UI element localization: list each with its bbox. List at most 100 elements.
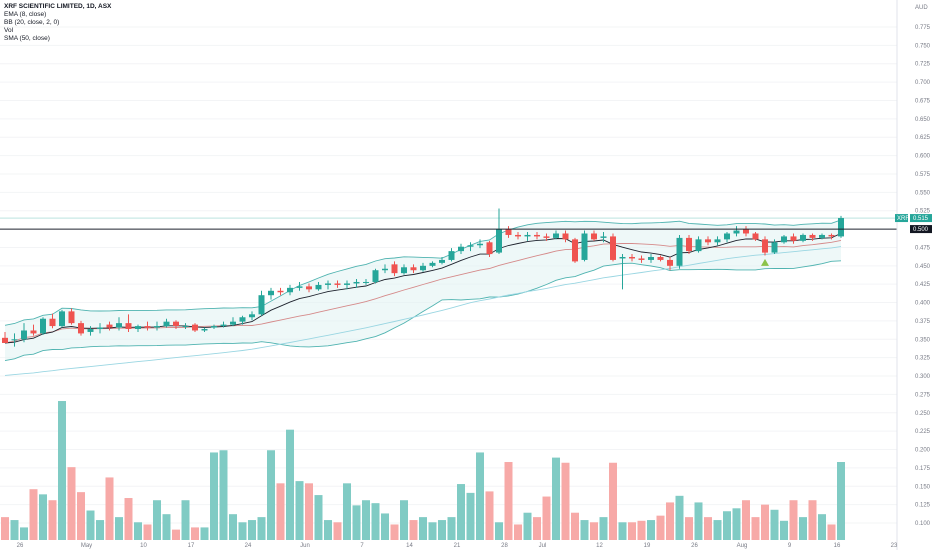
candle[interactable] bbox=[515, 232, 521, 240]
candle[interactable] bbox=[629, 254, 635, 262]
candle[interactable] bbox=[401, 264, 407, 275]
candle-body[interactable] bbox=[68, 311, 75, 324]
candle[interactable] bbox=[743, 226, 749, 237]
candle-body[interactable] bbox=[125, 323, 132, 330]
candle[interactable] bbox=[838, 215, 844, 238]
candle-body[interactable] bbox=[819, 234, 825, 238]
candle-body[interactable] bbox=[239, 317, 246, 322]
candle-body[interactable] bbox=[144, 326, 151, 328]
candle[interactable] bbox=[325, 280, 331, 290]
candle[interactable] bbox=[344, 280, 350, 290]
candle[interactable] bbox=[230, 317, 236, 327]
candle-body[interactable] bbox=[230, 321, 236, 325]
candle[interactable] bbox=[249, 311, 255, 321]
candle[interactable] bbox=[762, 236, 768, 256]
candle[interactable] bbox=[268, 287, 274, 300]
candle-body[interactable] bbox=[515, 234, 521, 237]
candle[interactable] bbox=[828, 233, 835, 240]
candle[interactable] bbox=[477, 239, 483, 249]
candle[interactable] bbox=[524, 232, 531, 241]
candle-body[interactable] bbox=[420, 265, 426, 271]
candle[interactable] bbox=[686, 234, 692, 255]
candle-body[interactable] bbox=[49, 318, 56, 327]
candle-body[interactable] bbox=[192, 324, 198, 331]
candle-body[interactable] bbox=[249, 314, 255, 318]
candle[interactable] bbox=[657, 255, 664, 262]
candle[interactable] bbox=[439, 256, 445, 265]
candle-body[interactable] bbox=[448, 251, 455, 260]
candle-body[interactable] bbox=[743, 229, 749, 234]
candle-body[interactable] bbox=[809, 234, 816, 238]
candle[interactable] bbox=[543, 233, 550, 241]
candle[interactable] bbox=[87, 326, 94, 336]
candle-body[interactable] bbox=[40, 318, 46, 334]
candle-body[interactable] bbox=[296, 286, 303, 288]
candle[interactable] bbox=[49, 313, 56, 329]
candle[interactable] bbox=[372, 268, 379, 284]
candle[interactable] bbox=[705, 236, 711, 246]
candle[interactable] bbox=[534, 232, 540, 240]
candle-body[interactable] bbox=[344, 283, 350, 285]
candle-body[interactable] bbox=[676, 237, 683, 266]
candle-body[interactable] bbox=[505, 229, 512, 235]
candle[interactable] bbox=[144, 321, 151, 331]
candle[interactable] bbox=[21, 323, 27, 343]
candle[interactable] bbox=[382, 264, 388, 274]
candle[interactable] bbox=[211, 324, 217, 330]
candle[interactable] bbox=[11, 333, 18, 347]
candle[interactable] bbox=[781, 234, 787, 244]
candle-body[interactable] bbox=[572, 239, 578, 262]
candle[interactable] bbox=[116, 317, 122, 331]
candle[interactable] bbox=[296, 281, 303, 291]
candle-body[interactable] bbox=[600, 236, 607, 238]
candle[interactable] bbox=[695, 236, 702, 253]
candle-body[interactable] bbox=[372, 270, 379, 282]
candle-body[interactable] bbox=[838, 218, 844, 237]
candle[interactable] bbox=[201, 327, 208, 332]
candle-body[interactable] bbox=[97, 327, 103, 330]
candle[interactable] bbox=[667, 256, 673, 271]
candle[interactable] bbox=[182, 323, 189, 330]
candle[interactable] bbox=[505, 226, 512, 238]
candle-body[interactable] bbox=[667, 259, 673, 266]
candle[interactable] bbox=[30, 324, 37, 336]
candle-body[interactable] bbox=[410, 267, 417, 271]
candle-body[interactable] bbox=[154, 326, 160, 328]
candle[interactable] bbox=[135, 324, 141, 332]
candle-body[interactable] bbox=[182, 326, 189, 328]
candle[interactable] bbox=[192, 323, 198, 332]
candle[interactable] bbox=[154, 321, 160, 331]
candle-body[interactable] bbox=[581, 233, 588, 260]
candle[interactable] bbox=[287, 284, 293, 296]
candle[interactable] bbox=[391, 261, 398, 277]
candle-body[interactable] bbox=[610, 236, 616, 260]
candle[interactable] bbox=[800, 233, 806, 243]
candle-body[interactable] bbox=[638, 258, 645, 260]
price-axis[interactable]: AUD 0.775 0.750 0.725 0.700 0.675 0.650 0.625 0.… bbox=[895, 0, 932, 550]
candle[interactable] bbox=[2, 331, 8, 343]
candle-body[interactable] bbox=[106, 324, 113, 328]
candle[interactable] bbox=[448, 248, 455, 262]
candle[interactable] bbox=[363, 279, 369, 285]
candle[interactable] bbox=[591, 230, 597, 241]
candle-body[interactable] bbox=[315, 284, 322, 290]
legend-title[interactable]: XRF SCIENTIFIC LIMITED, 1D, ASX bbox=[4, 3, 112, 10]
candle-body[interactable] bbox=[496, 229, 502, 253]
candle-body[interactable] bbox=[591, 233, 597, 240]
candle[interactable] bbox=[553, 230, 559, 240]
candle-body[interactable] bbox=[828, 234, 835, 237]
candle-body[interactable] bbox=[429, 262, 436, 266]
candle-body[interactable] bbox=[800, 234, 806, 241]
candle-body[interactable] bbox=[87, 329, 94, 332]
candle-body[interactable] bbox=[211, 326, 217, 328]
candle-body[interactable] bbox=[543, 236, 550, 238]
legend-vol[interactable]: Vol bbox=[4, 27, 14, 34]
candle[interactable] bbox=[572, 237, 578, 263]
candle-body[interactable] bbox=[695, 239, 702, 252]
candle[interactable] bbox=[638, 255, 645, 263]
candle-body[interactable] bbox=[201, 329, 208, 331]
candle-body[interactable] bbox=[135, 326, 141, 330]
candle-body[interactable] bbox=[2, 337, 8, 343]
candle[interactable] bbox=[306, 283, 312, 293]
